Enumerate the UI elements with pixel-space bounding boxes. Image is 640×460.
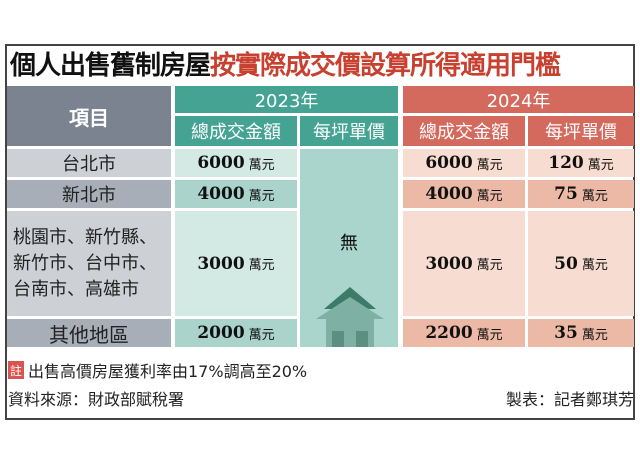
row-label: 其他地區 bbox=[7, 319, 171, 347]
unit: 萬元 bbox=[248, 258, 275, 273]
title-red: 按實際成交價設算所得適用門檻 bbox=[210, 51, 561, 81]
value: 120 bbox=[548, 153, 584, 173]
cell-2024-total: 6000 萬元 bbox=[403, 149, 525, 177]
value: 3000 bbox=[425, 253, 473, 274]
source: 資料來源：財政部賦稅署 bbox=[8, 390, 185, 409]
unit: 萬元 bbox=[581, 258, 608, 273]
cell-2024-per-ping: 75 萬元 bbox=[528, 180, 634, 208]
cell-2023-total: 3000 萬元 bbox=[175, 211, 297, 316]
unit: 萬元 bbox=[476, 327, 503, 343]
header-2023-total: 總成交金額 bbox=[175, 116, 297, 146]
cell-2024-per-ping: 120 萬元 bbox=[528, 149, 634, 177]
header-2023: 2023年 bbox=[175, 86, 398, 113]
note: 註出售高價房屋獲利率由17%調高至20% bbox=[8, 358, 307, 382]
header-2023-per-ping: 每坪單價 bbox=[300, 116, 398, 146]
unit: 萬元 bbox=[587, 157, 614, 173]
value-none: 無 bbox=[340, 233, 358, 254]
note-badge: 註 bbox=[8, 361, 24, 379]
row-label: 新北市 bbox=[7, 180, 171, 208]
header-2024-per-ping: 每坪單價 bbox=[528, 116, 634, 146]
unit: 萬元 bbox=[476, 258, 503, 273]
cell-2024-per-ping: 50 萬元 bbox=[528, 211, 634, 316]
unit: 萬元 bbox=[248, 157, 275, 173]
cell-2023-per-ping: 無 bbox=[300, 149, 398, 347]
value: 35 bbox=[554, 323, 578, 343]
house-icon bbox=[316, 287, 384, 347]
note-text: 出售高價房屋獲利率由17%調高至20% bbox=[28, 362, 308, 381]
unit: 萬元 bbox=[248, 188, 275, 204]
value: 50 bbox=[554, 253, 578, 274]
value: 4000 bbox=[425, 184, 473, 204]
value: 75 bbox=[554, 184, 578, 204]
title-black: 個人出售舊制房屋 bbox=[10, 51, 211, 81]
row-label: 桃園市、新竹縣、新竹市、台中市、台南市、高雄市 bbox=[7, 211, 171, 316]
cell-2024-per-ping: 35 萬元 bbox=[528, 319, 634, 347]
cell-2024-total: 2200 萬元 bbox=[403, 319, 525, 347]
value: 2200 bbox=[425, 323, 473, 343]
header-item: 項目 bbox=[7, 86, 171, 146]
unit: 萬元 bbox=[581, 188, 608, 204]
value: 4000 bbox=[197, 184, 245, 204]
cell-2023-total: 2000 萬元 bbox=[175, 319, 297, 347]
header-2024: 2024年 bbox=[403, 86, 634, 113]
cell-2023-total: 4000 萬元 bbox=[175, 180, 297, 208]
unit: 萬元 bbox=[476, 188, 503, 204]
value: 6000 bbox=[197, 153, 245, 173]
value: 3000 bbox=[197, 253, 245, 274]
cell-2023-total: 6000 萬元 bbox=[175, 149, 297, 177]
cell-2024-total: 4000 萬元 bbox=[403, 180, 525, 208]
page-title: 個人出售舊制房屋按實際成交價設算所得適用門檻 bbox=[10, 46, 561, 86]
row-label: 台北市 bbox=[7, 149, 171, 177]
unit: 萬元 bbox=[476, 157, 503, 173]
value: 2000 bbox=[197, 323, 245, 343]
header-2024-total: 總成交金額 bbox=[403, 116, 525, 146]
credit: 製表：記者鄭琪芳 bbox=[505, 390, 634, 409]
cell-2024-total: 3000 萬元 bbox=[403, 211, 525, 316]
unit: 萬元 bbox=[248, 327, 275, 343]
unit: 萬元 bbox=[581, 327, 608, 343]
value: 6000 bbox=[425, 153, 473, 173]
